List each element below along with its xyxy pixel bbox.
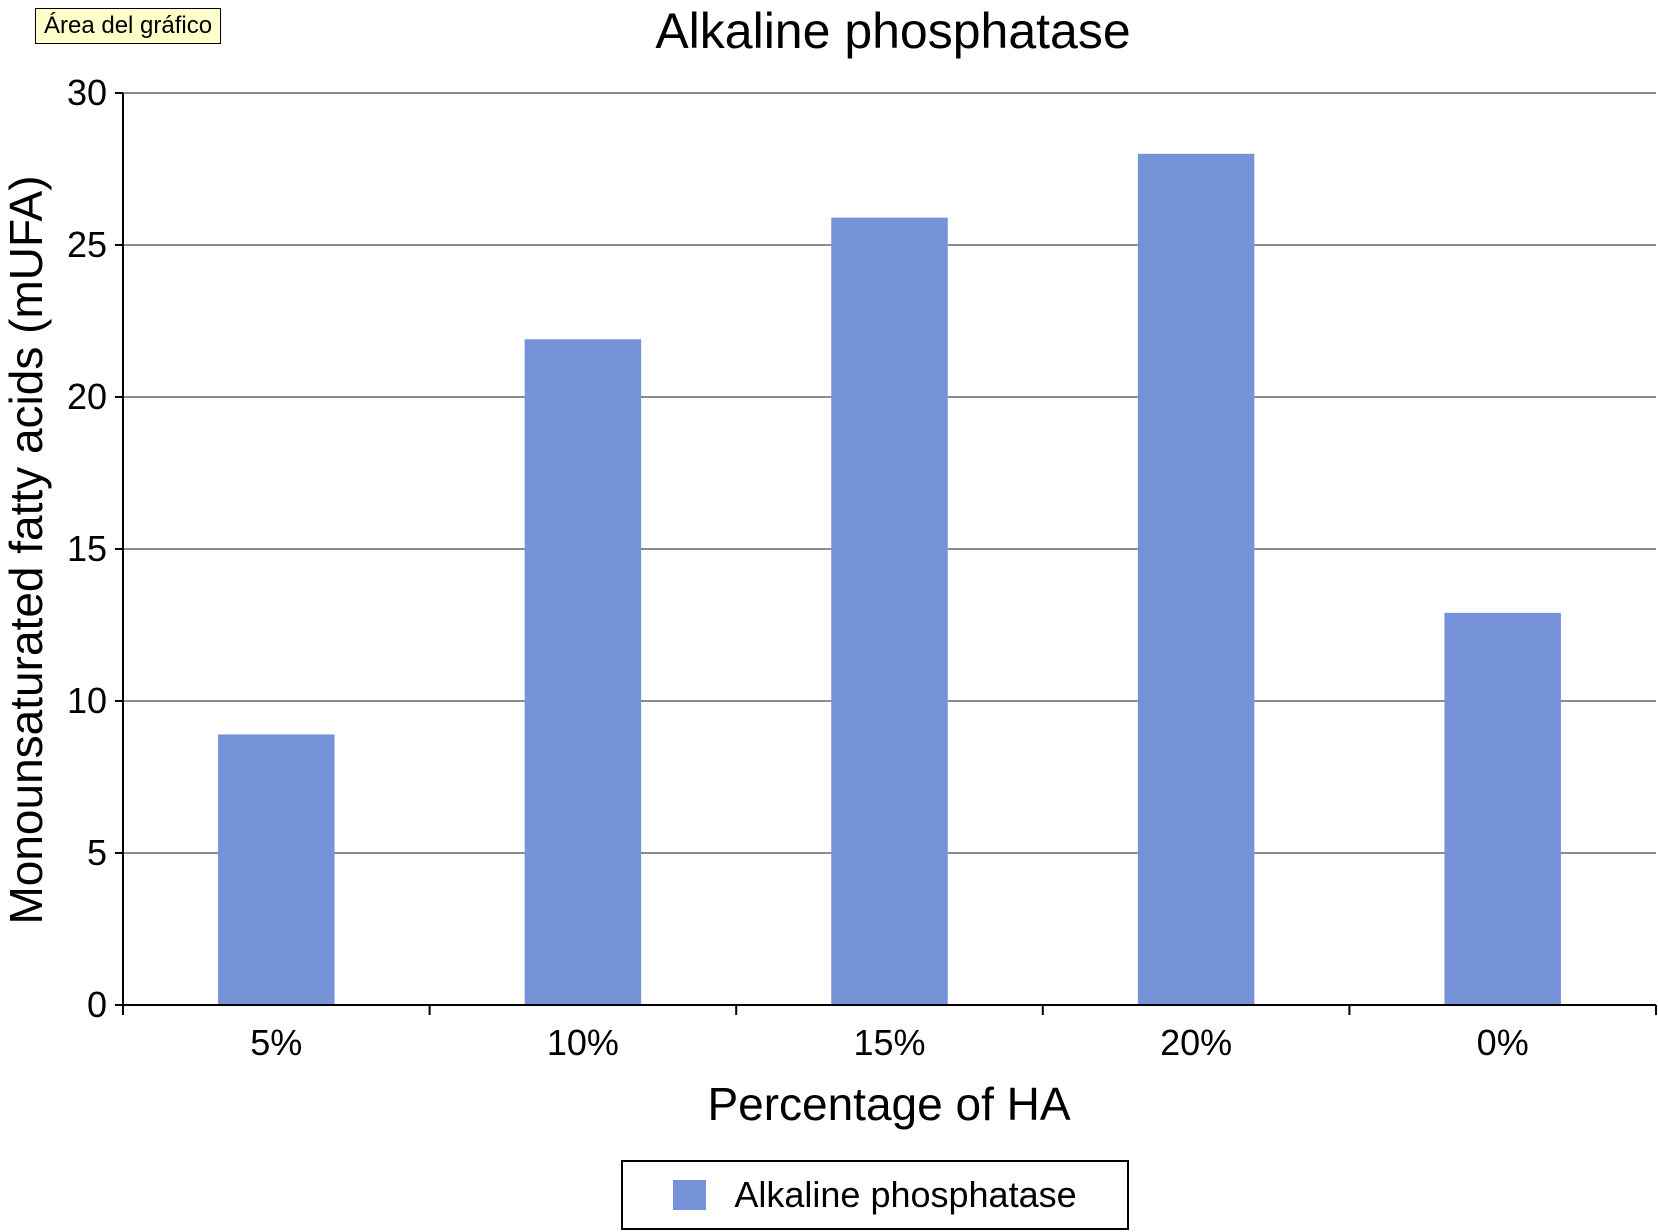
bar (524, 339, 642, 1005)
chart-title: Alkaline phosphatase (655, 3, 1130, 59)
bar (1444, 612, 1561, 1005)
x-axis-label: Percentage of HA (707, 1078, 1070, 1130)
y-axis-label: Monounsaturated fatty acids (mUFA) (0, 175, 52, 924)
legend: Alkaline phosphatase (621, 1160, 1129, 1230)
x-tick-label: 10% (547, 1022, 619, 1063)
y-tick-label: 15 (67, 528, 107, 569)
y-tick-label: 25 (67, 224, 107, 265)
y-tick-label: 20 (67, 376, 107, 417)
bars (218, 153, 1561, 1006)
x-tick-label: 0% (1477, 1022, 1529, 1063)
legend-label: Alkaline phosphatase (734, 1174, 1077, 1215)
x-tick-label: 20% (1160, 1022, 1232, 1063)
y-tick-label: 10 (67, 680, 107, 721)
bar (831, 217, 948, 1005)
legend-swatch (673, 1180, 707, 1210)
bar (1137, 153, 1255, 1006)
y-ticks: 0 5 10 15 20 25 30 (67, 72, 123, 1025)
x-tick-label: 5% (250, 1022, 302, 1063)
chart-area-tag: Área del gráfico (35, 8, 222, 44)
x-ticks: 5% 10% 15% 20% 0% (122, 1005, 1657, 1063)
x-tick-label: 15% (853, 1022, 925, 1063)
y-tick-label: 30 (67, 72, 107, 113)
y-tick-label: 0 (87, 984, 107, 1025)
bar (218, 734, 335, 1005)
y-tick-label: 5 (87, 832, 107, 873)
